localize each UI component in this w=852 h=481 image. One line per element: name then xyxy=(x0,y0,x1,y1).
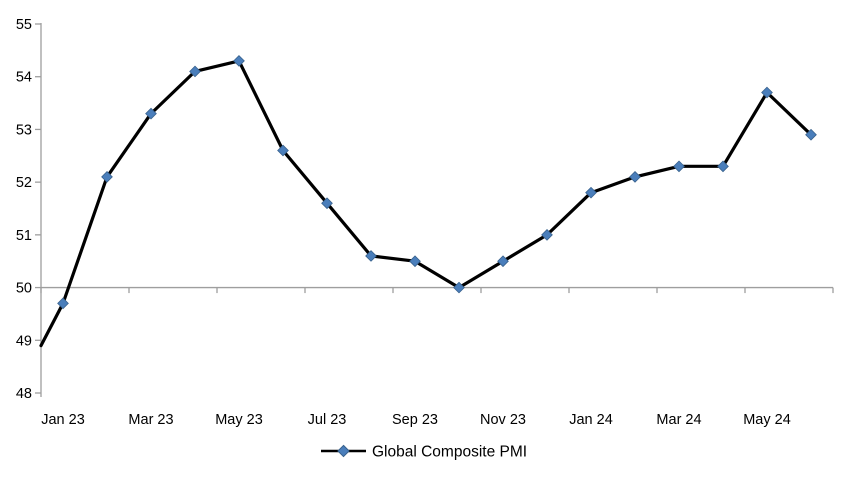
x-axis-label: Jan 24 xyxy=(569,412,613,428)
data-point-marker xyxy=(365,250,377,262)
y-axis-label: 51 xyxy=(16,228,32,244)
x-axis-label: May 23 xyxy=(215,412,263,428)
y-axis-label: 54 xyxy=(16,70,32,86)
x-axis-label: Sep 23 xyxy=(392,412,438,428)
data-point-marker xyxy=(761,86,773,99)
data-point-marker xyxy=(233,55,245,67)
x-axis-label: Jul 23 xyxy=(308,412,347,428)
x-axis-label: Mar 23 xyxy=(128,412,173,428)
x-axis-label: Jan 23 xyxy=(41,412,85,428)
data-point-marker xyxy=(189,65,201,78)
legend: Global Composite PMI xyxy=(321,444,527,461)
y-axis-label: 55 xyxy=(16,17,32,33)
data-point-marker xyxy=(497,255,509,268)
pmi-line-series xyxy=(39,59,813,348)
data-point-marker xyxy=(409,255,421,268)
data-point-marker xyxy=(629,171,641,183)
data-point-marker xyxy=(277,144,289,157)
data-point-marker xyxy=(717,160,729,173)
x-axis-label: Nov 23 xyxy=(480,412,526,428)
y-axis-label: 50 xyxy=(16,281,32,297)
x-axis-label: Mar 24 xyxy=(656,412,701,428)
data-point-marker xyxy=(541,228,553,241)
legend-label: Global Composite PMI xyxy=(372,444,527,461)
data-point-marker xyxy=(453,281,465,294)
legend-marker-icon xyxy=(337,444,350,458)
data-point-marker xyxy=(673,160,685,173)
data-point-marker xyxy=(101,171,113,183)
data-point-marker xyxy=(145,107,157,120)
plot-area: 48 49 50 51 52 53 54 55 Jan 23 Mar 23 May 23 Jul 23… xyxy=(16,17,834,428)
x-axis-label: May 24 xyxy=(743,412,791,428)
data-point-marker xyxy=(321,197,333,210)
y-axis-label: 48 xyxy=(16,386,32,402)
y-axis-label: 52 xyxy=(16,175,32,191)
data-point-marker xyxy=(585,186,597,199)
data-point-marker xyxy=(805,128,817,141)
y-axis-label: 49 xyxy=(16,333,32,349)
y-axis-label: 53 xyxy=(16,122,32,138)
data-point-marker xyxy=(57,297,69,310)
